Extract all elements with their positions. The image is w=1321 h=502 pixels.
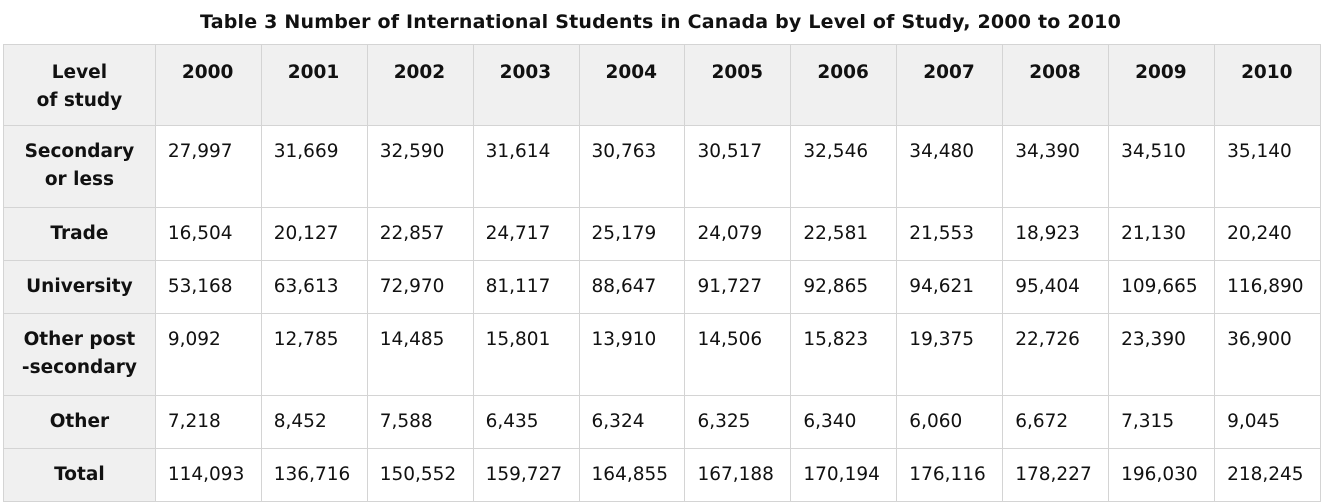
table-cell: 21,130 bbox=[1108, 207, 1216, 261]
table-cell: 170,194 bbox=[790, 448, 898, 502]
table-cell: 63,613 bbox=[260, 260, 368, 314]
table-cell: 196,030 bbox=[1108, 448, 1216, 502]
column-header-year: 2002 bbox=[366, 44, 474, 126]
table-cell: 15,801 bbox=[472, 313, 580, 396]
header-row: Level of study 2000 2001 2002 2003 2004 2005 200… bbox=[3, 44, 1321, 126]
table-cell: 22,857 bbox=[366, 207, 474, 261]
table-cell: 18,923 bbox=[1002, 207, 1110, 261]
table-cell: 24,717 bbox=[472, 207, 580, 261]
table-cell: 7,588 bbox=[366, 395, 474, 449]
column-header-year: 2010 bbox=[1214, 44, 1321, 126]
table-cell: 32,590 bbox=[366, 125, 474, 208]
table-cell: 19,375 bbox=[896, 313, 1004, 396]
table-cell: 6,672 bbox=[1002, 395, 1110, 449]
table-cell: 6,435 bbox=[472, 395, 580, 449]
table-cell: 25,179 bbox=[578, 207, 686, 261]
table-cell: 94,621 bbox=[896, 260, 1004, 314]
table-row: Trade 16,504 20,127 22,857 24,717 25,179 24,07… bbox=[3, 207, 1321, 261]
table-cell: 27,997 bbox=[154, 125, 262, 208]
table-cell: 136,716 bbox=[260, 448, 368, 502]
table-row: Other post -secondary 9,092 12,785 14,485 15,… bbox=[3, 313, 1321, 396]
table-cell: 32,546 bbox=[790, 125, 898, 208]
column-header-level: Level of study bbox=[3, 44, 156, 126]
table-cell: 20,240 bbox=[1214, 207, 1321, 261]
table-cell: 6,324 bbox=[578, 395, 686, 449]
table-cell: 13,910 bbox=[578, 313, 686, 396]
table-cell: 91,727 bbox=[684, 260, 792, 314]
table-cell: 12,785 bbox=[260, 313, 368, 396]
table-cell: 150,552 bbox=[366, 448, 474, 502]
column-header-year: 2009 bbox=[1108, 44, 1216, 126]
table-cell: 24,079 bbox=[684, 207, 792, 261]
table-cell: 36,900 bbox=[1214, 313, 1321, 396]
table-cell: 20,127 bbox=[260, 207, 368, 261]
row-label: Trade bbox=[3, 207, 156, 261]
column-header-year: 2008 bbox=[1002, 44, 1110, 126]
table-cell: 34,480 bbox=[896, 125, 1004, 208]
table-cell: 23,390 bbox=[1108, 313, 1216, 396]
table-cell: 31,669 bbox=[260, 125, 368, 208]
table-cell: 7,218 bbox=[154, 395, 262, 449]
table-row: Other 7,218 8,452 7,588 6,435 6,324 6,325 6,340… bbox=[3, 395, 1321, 449]
row-label: Other post -secondary bbox=[3, 313, 156, 396]
table-cell: 35,140 bbox=[1214, 125, 1321, 208]
column-header-year: 2007 bbox=[896, 44, 1004, 126]
table-cell: 31,614 bbox=[472, 125, 580, 208]
table-cell: 22,581 bbox=[790, 207, 898, 261]
table-cell: 218,245 bbox=[1214, 448, 1321, 502]
table-cell: 8,452 bbox=[260, 395, 368, 449]
column-header-year: 2004 bbox=[578, 44, 686, 126]
row-label: Secondary or less bbox=[3, 125, 156, 208]
table-cell: 30,517 bbox=[684, 125, 792, 208]
table-cell: 6,325 bbox=[684, 395, 792, 449]
table-cell: 72,970 bbox=[366, 260, 474, 314]
table-row: University 53,168 63,613 72,970 81,117 88,647… bbox=[3, 260, 1321, 314]
table-cell: 176,116 bbox=[896, 448, 1004, 502]
table-cell: 109,665 bbox=[1108, 260, 1216, 314]
table-cell: 34,510 bbox=[1108, 125, 1216, 208]
table-cell: 164,855 bbox=[578, 448, 686, 502]
table-cell: 81,117 bbox=[472, 260, 580, 314]
table-cell: 14,506 bbox=[684, 313, 792, 396]
table-cell: 7,315 bbox=[1108, 395, 1216, 449]
table-cell: 88,647 bbox=[578, 260, 686, 314]
table-cell: 95,404 bbox=[1002, 260, 1110, 314]
column-header-year: 2003 bbox=[472, 44, 580, 126]
table-cell: 15,823 bbox=[790, 313, 898, 396]
table-row: Total 114,093 136,716 150,552 159,727 164,855… bbox=[3, 448, 1321, 502]
table-row: Secondary or less 27,997 31,669 32,590 31,614… bbox=[3, 125, 1321, 208]
row-label: Total bbox=[3, 448, 156, 502]
row-label: Other bbox=[3, 395, 156, 449]
table-cell: 21,553 bbox=[896, 207, 1004, 261]
table-cell: 159,727 bbox=[472, 448, 580, 502]
students-table: Level of study 2000 2001 2002 2003 2004 2005 200… bbox=[3, 44, 1321, 502]
column-header-year: 2006 bbox=[790, 44, 898, 126]
table-cell: 22,726 bbox=[1002, 313, 1110, 396]
table-cell: 9,092 bbox=[154, 313, 262, 396]
table-cell: 9,045 bbox=[1214, 395, 1321, 449]
table-cell: 178,227 bbox=[1002, 448, 1110, 502]
table-cell: 53,168 bbox=[154, 260, 262, 314]
table-cell: 114,093 bbox=[154, 448, 262, 502]
table-cell: 6,060 bbox=[896, 395, 1004, 449]
table-cell: 34,390 bbox=[1002, 125, 1110, 208]
row-label: University bbox=[3, 260, 156, 314]
column-header-year: 2001 bbox=[260, 44, 368, 126]
column-header-year: 2005 bbox=[684, 44, 792, 126]
table-title: Table 3 Number of International Students… bbox=[199, 11, 1122, 33]
table-cell: 6,340 bbox=[790, 395, 898, 449]
table-cell: 167,188 bbox=[684, 448, 792, 502]
table-cell: 14,485 bbox=[366, 313, 474, 396]
table-cell: 92,865 bbox=[790, 260, 898, 314]
table-cell: 30,763 bbox=[578, 125, 686, 208]
column-header-year: 2000 bbox=[154, 44, 262, 126]
table-cell: 116,890 bbox=[1214, 260, 1321, 314]
table-cell: 16,504 bbox=[154, 207, 262, 261]
